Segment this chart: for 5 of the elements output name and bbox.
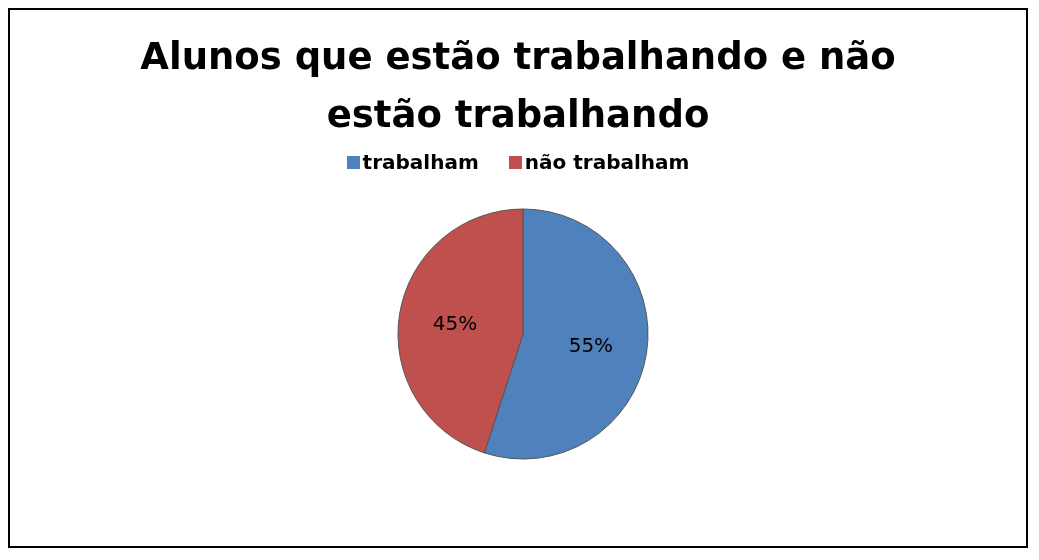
chart-title: Alunos que estão trabalhando e não estão trabalhando: [139, 34, 897, 138]
legend-label: trabalham: [362, 150, 479, 174]
data-label: 55%: [568, 332, 614, 357]
legend-label: não trabalham: [524, 150, 690, 174]
data-label: 45%: [432, 311, 478, 336]
